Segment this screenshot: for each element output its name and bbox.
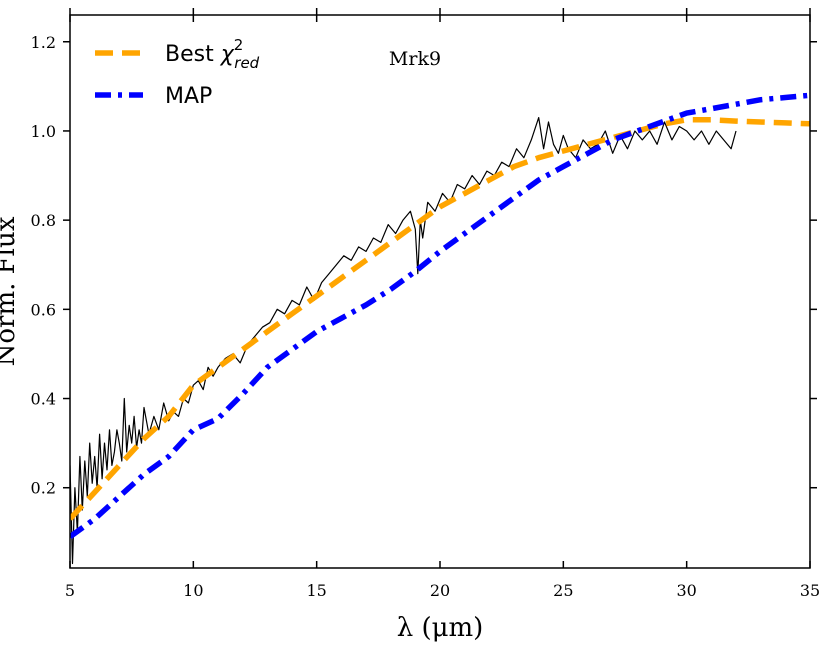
x-tick-label: 35: [800, 581, 820, 600]
y-tick-label: 0.4: [31, 390, 56, 409]
annotation-label: Mrk9: [389, 48, 441, 70]
ticks-layer: 5 10 15 20 25 30 35 0.2 0.4 0.6 0.8 1.0 1.2: [31, 8, 820, 600]
y-tick-label: 1.2: [31, 33, 56, 52]
x-tick-label: 5: [65, 581, 75, 600]
legend-label-map: MAP: [165, 84, 212, 109]
x-tick-label: 15: [306, 581, 326, 600]
y-tick-label: 0.6: [31, 300, 56, 319]
series-best-line: [70, 117, 810, 521]
series-map-line: [70, 92, 810, 540]
y-tick-label: 0.2: [31, 479, 56, 498]
y-tick-label: 0.8: [31, 211, 56, 230]
x-tick-label: 20: [430, 581, 450, 600]
y-axis-title: Norm. Flux: [0, 216, 21, 366]
series-observed-line: [70, 116, 737, 565]
y-tick-label: 1.0: [31, 122, 56, 141]
x-tick-label: 25: [553, 581, 573, 600]
x-tick-label: 10: [183, 581, 203, 600]
x-tick-label: 30: [676, 581, 696, 600]
series-layer: [70, 92, 810, 565]
x-axis-title: λ (μm): [397, 613, 484, 643]
